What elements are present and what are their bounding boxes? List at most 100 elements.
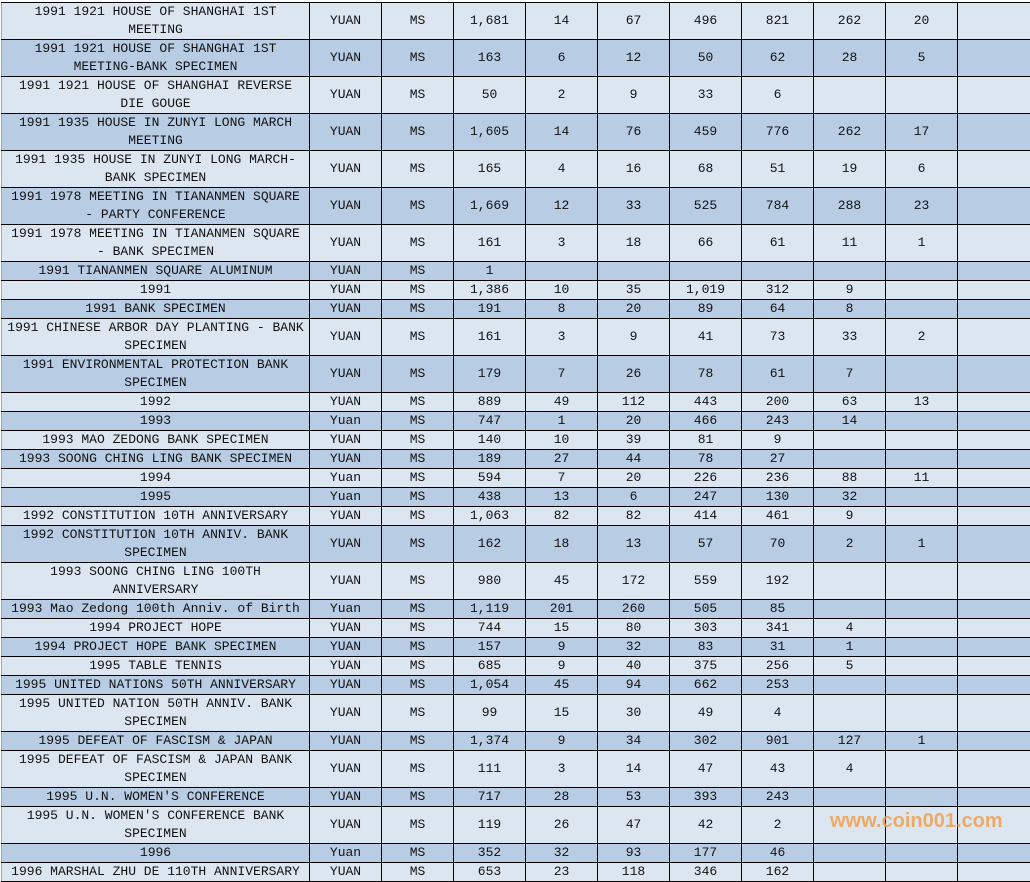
- cell-grade-col-4: 61: [742, 225, 814, 262]
- cell-grade: MS: [382, 863, 454, 882]
- cell-grade-col-5: 11: [814, 225, 886, 262]
- cell-denomination: YUAN: [310, 356, 382, 393]
- cell-grade: MS: [382, 412, 454, 431]
- cell-grade-col-6: [886, 657, 958, 676]
- cell-grade: MS: [382, 619, 454, 638]
- cell-grade-col-4: 70: [742, 526, 814, 563]
- cell-denomination: YUAN: [310, 676, 382, 695]
- cell-denomination: YUAN: [310, 507, 382, 526]
- cell-grade: MS: [382, 188, 454, 225]
- cell-grade-col-3: 33: [670, 77, 742, 114]
- cell-grade: MS: [382, 356, 454, 393]
- cell-grade-col-6: [886, 356, 958, 393]
- cell-name: 1991: [2, 281, 310, 300]
- cell-extra: [958, 751, 1030, 788]
- cell-grade-col-6: [886, 281, 958, 300]
- cell-grade-col-5: 127: [814, 732, 886, 751]
- cell-extra: [958, 469, 1030, 488]
- cell-grade-col-1: 3: [526, 751, 598, 788]
- cell-grade-col-1: 14: [526, 114, 598, 151]
- cell-grade-col-2: 20: [598, 469, 670, 488]
- cell-grade-col-4: 162: [742, 863, 814, 882]
- cell-grade-col-1: 3: [526, 319, 598, 356]
- cell-grade-col-2: [598, 262, 670, 281]
- cell-denomination: YUAN: [310, 77, 382, 114]
- cell-grade-col-3: 525: [670, 188, 742, 225]
- cell-grade-col-3: 414: [670, 507, 742, 526]
- cell-grade-col-1: 9: [526, 657, 598, 676]
- cell-name: 1993 MAO ZEDONG BANK SPECIMEN: [2, 431, 310, 450]
- cell-grade-col-5: 9: [814, 281, 886, 300]
- cell-grade-col-5: [814, 450, 886, 469]
- cell-grade-col-1: 45: [526, 563, 598, 600]
- cell-total: 1,386: [454, 281, 526, 300]
- cell-grade-col-4: 776: [742, 114, 814, 151]
- cell-grade-col-2: 94: [598, 676, 670, 695]
- cell-grade-col-4: 9: [742, 431, 814, 450]
- table-row: 1991 CHINESE ARBOR DAY PLANTING - BANK S…: [2, 319, 1030, 356]
- cell-grade-col-2: 93: [598, 844, 670, 863]
- cell-grade-col-4: 2: [742, 807, 814, 844]
- cell-grade-col-3: 505: [670, 600, 742, 619]
- cell-name: 1991 1978 MEETING IN TIANANMEN SQUARE - …: [2, 225, 310, 262]
- cell-grade-col-3: 47: [670, 751, 742, 788]
- cell-grade-col-4: 46: [742, 844, 814, 863]
- cell-grade-col-3: 66: [670, 225, 742, 262]
- cell-grade-col-1: 7: [526, 356, 598, 393]
- cell-grade-col-5: 88: [814, 469, 886, 488]
- cell-name: 1993 Mao Zedong 100th Anniv. of Birth: [2, 600, 310, 619]
- cell-total: 162: [454, 526, 526, 563]
- cell-denomination: YUAN: [310, 188, 382, 225]
- cell-denomination: YUAN: [310, 114, 382, 151]
- cell-grade-col-2: 9: [598, 77, 670, 114]
- cell-extra: [958, 507, 1030, 526]
- cell-grade-col-3: 375: [670, 657, 742, 676]
- cell-grade-col-3: 496: [670, 3, 742, 40]
- cell-grade-col-5: 28: [814, 40, 886, 77]
- cell-grade-col-6: 1: [886, 225, 958, 262]
- cell-grade-col-3: 247: [670, 488, 742, 507]
- cell-grade-col-6: [886, 638, 958, 657]
- cell-extra: [958, 695, 1030, 732]
- cell-grade-col-4: 61: [742, 356, 814, 393]
- cell-extra: [958, 638, 1030, 657]
- cell-grade-col-3: 1,019: [670, 281, 742, 300]
- cell-grade: MS: [382, 751, 454, 788]
- table-row: 1995 UNITED NATION 50TH ANNIV. BANK SPEC…: [2, 695, 1030, 732]
- cell-grade-col-4: 85: [742, 600, 814, 619]
- cell-grade-col-4: 821: [742, 3, 814, 40]
- cell-grade-col-5: 5: [814, 657, 886, 676]
- cell-name: 1991 TIANANMEN SQUARE ALUMINUM: [2, 262, 310, 281]
- cell-grade-col-6: [886, 563, 958, 600]
- cell-grade: MS: [382, 114, 454, 151]
- cell-grade-col-2: 30: [598, 695, 670, 732]
- cell-extra: [958, 488, 1030, 507]
- cell-grade-col-1: 45: [526, 676, 598, 695]
- cell-grade: MS: [382, 40, 454, 77]
- cell-grade: MS: [382, 732, 454, 751]
- cell-extra: [958, 151, 1030, 188]
- cell-grade-col-5: [814, 676, 886, 695]
- cell-grade-col-4: 784: [742, 188, 814, 225]
- cell-grade-col-5: [814, 600, 886, 619]
- cell-grade: MS: [382, 676, 454, 695]
- cell-grade: MS: [382, 488, 454, 507]
- cell-denomination: YUAN: [310, 638, 382, 657]
- cell-grade-col-2: 35: [598, 281, 670, 300]
- cell-name: 1992 CONSTITUTION 10TH ANNIV. BANK SPECI…: [2, 526, 310, 563]
- cell-grade: MS: [382, 431, 454, 450]
- cell-total: 1,605: [454, 114, 526, 151]
- cell-total: 161: [454, 319, 526, 356]
- cell-total: 685: [454, 657, 526, 676]
- table-row: 1991 1978 MEETING IN TIANANMEN SQUARE - …: [2, 188, 1030, 225]
- cell-grade-col-4: 243: [742, 788, 814, 807]
- cell-grade-col-3: 57: [670, 526, 742, 563]
- cell-grade: MS: [382, 225, 454, 262]
- cell-grade-col-6: [886, 676, 958, 695]
- cell-grade-col-3: 662: [670, 676, 742, 695]
- cell-grade-col-4: 192: [742, 563, 814, 600]
- cell-grade-col-2: 32: [598, 638, 670, 657]
- cell-grade-col-3: 68: [670, 151, 742, 188]
- cell-grade-col-3: 226: [670, 469, 742, 488]
